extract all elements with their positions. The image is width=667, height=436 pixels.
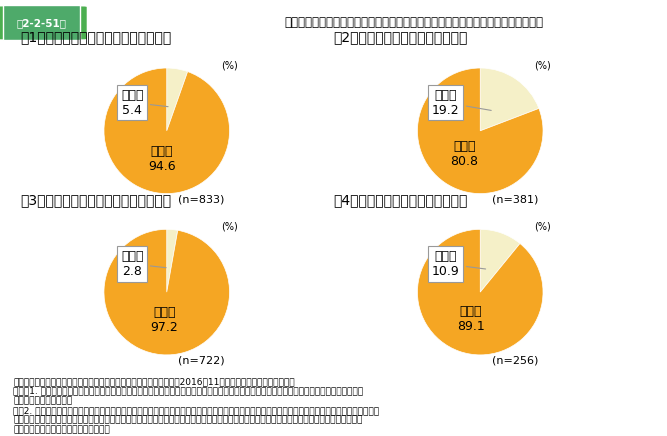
Text: 集計している。: 集計している。 <box>13 396 73 405</box>
Text: （注）1. 経営を任せる後継者について「決まっている（後継者の了承を得ている）」、「候補者もいない、または未定である」と回答した者を: （注）1. 経営を任せる後継者について「決まっている（後継者の了承を得ている）」… <box>13 387 364 396</box>
Wedge shape <box>480 68 539 131</box>
Wedge shape <box>418 68 543 194</box>
Wedge shape <box>418 229 543 355</box>
Text: 親族内
97.2: 親族内 97.2 <box>150 306 178 334</box>
Text: 資料：中小企業庁委託「企業経営の継続に関するアンケート調査」（2016年11月、（株）東京商エリサーチ）: 資料：中小企業庁委託「企業経営の継続に関するアンケート調査」（2016年11月、… <box>13 377 295 386</box>
Wedge shape <box>104 229 229 355</box>
Text: 親族外
19.2: 親族外 19.2 <box>432 89 491 116</box>
Text: (%): (%) <box>534 60 551 70</box>
Text: (n=722): (n=722) <box>178 356 225 366</box>
Text: 親族内
94.6: 親族内 94.6 <box>148 145 176 173</box>
Wedge shape <box>104 68 229 194</box>
Text: と回答した者をいう。また、ここでいう親族外とは、後継者または後継者候補について「親族以外の役員」、「親族以外の従業員」、「社: と回答した者をいう。また、ここでいう親族外とは、後継者または後継者候補について「… <box>13 416 363 425</box>
Text: （2）後継者候補がいる小規模法人: （2）後継者候補がいる小規模法人 <box>334 31 468 44</box>
Text: (n=256): (n=256) <box>492 356 538 366</box>
Wedge shape <box>167 229 177 292</box>
Text: 親族内
80.8: 親族内 80.8 <box>450 140 478 168</box>
Text: 第2-2-51図: 第2-2-51図 <box>17 18 66 28</box>
Text: (%): (%) <box>534 221 551 232</box>
FancyBboxPatch shape <box>3 6 80 40</box>
Text: (n=833): (n=833) <box>178 194 225 204</box>
Text: 親族外
2.8: 親族外 2.8 <box>121 250 166 278</box>
Text: （1）後継者が決定している小規模法人: （1）後継者が決定している小規模法人 <box>20 31 171 44</box>
Wedge shape <box>480 229 520 292</box>
Text: （4）後継者候補がいる個人事業者: （4）後継者候補がいる個人事業者 <box>334 193 468 207</box>
FancyBboxPatch shape <box>0 7 87 39</box>
Text: 2. ここでいう親族内とは、後継者または後継者候補について「配偶者」、「子供」、「子供の配偶者」、「孫」、「兄弟姉妹」、「その他親族」: 2. ここでいう親族内とは、後継者または後継者候補について「配偶者」、「子供」、… <box>13 406 380 415</box>
Text: (%): (%) <box>221 60 237 70</box>
Text: 親族外
5.4: 親族外 5.4 <box>121 89 168 116</box>
Text: (%): (%) <box>221 221 237 232</box>
Text: (n=381): (n=381) <box>492 194 538 204</box>
Text: 親族外
10.9: 親族外 10.9 <box>432 250 486 278</box>
Text: 親族内
89.1: 親族内 89.1 <box>457 305 485 333</box>
Text: 外の人材」と回答した者をいう。: 外の人材」と回答した者をいう。 <box>13 425 110 434</box>
Text: （3）後継者が決定している個人事業者: （3）後継者が決定している個人事業者 <box>20 193 171 207</box>
Wedge shape <box>167 68 187 131</box>
Text: 後継者決定状況別に見た、親族内・親族外承継の割合（小規模法人・個人事業者）: 後継者決定状況別に見た、親族内・親族外承継の割合（小規模法人・個人事業者） <box>284 17 543 29</box>
